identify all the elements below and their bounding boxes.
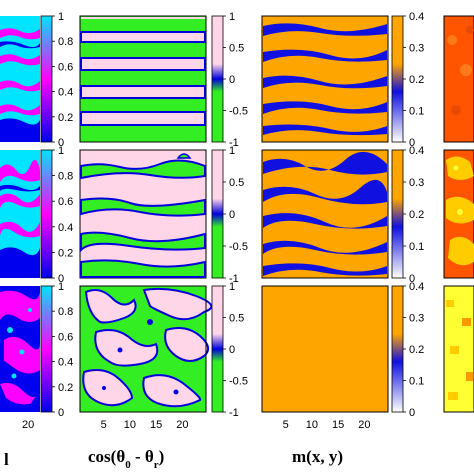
col3-colorbar-tick-label: 0 [409,273,415,285]
col3-x-tick-label: 10 [306,419,318,431]
col2-colorbar-tick-label: 0.5 [229,177,244,189]
col2-x-tick-label: 10 [124,419,136,431]
col2-panel-row3 [79,285,213,413]
col2-colorbar-tick-label: -1 [229,137,239,149]
col2-colorbar-tick-label: 0.5 [229,313,244,325]
col3-colorbar-tick-label: 0.3 [409,43,424,55]
col2-colorbar-tick-label: 0 [229,74,235,86]
col3-x-tick-label: 15 [332,419,344,431]
col2-x-tick-label: 15 [150,419,162,431]
col3-colorbar-tick-label: 0.4 [409,11,424,23]
col1-colorbar-tick-label: 0.6 [58,331,73,343]
col2-colorbar-tick-label: 0 [229,344,235,356]
col1-colorbar-tick-label: 0 [58,407,64,419]
col3-colorbar-tick-label: 0.2 [409,344,424,356]
col2-colorbar-tick-label: 1 [229,281,235,293]
col2-colorbar-tick-label: -0.5 [229,241,248,253]
col1-colorbar-tick-label: 1 [58,281,64,293]
col2-colorbar-tick-label: -1 [229,273,239,285]
col1-colorbar-tick-label: 1 [58,11,64,23]
col2-colorbar-tick-label: -0.5 [229,106,248,118]
col3-x-tick-label: 20 [358,419,370,431]
col1-colorbar-tick-label: 0.6 [58,61,73,73]
col2-panel-row2 [79,149,207,279]
col1-panel-row1 [0,16,40,142]
col2-panel-row1 [79,15,207,143]
col1-colorbar-tick-label: 0.8 [58,171,73,183]
col4-panel-row2 [443,149,474,279]
col3-panel-row1 [261,15,389,143]
col1-panel-row3 [0,286,40,412]
col3-colorbar-tick-label: 0.1 [409,376,424,388]
col1-colorbar-tick-label: 0.8 [58,36,73,48]
col1-colorbar-tick-label: 0 [58,137,64,149]
col1-colorbar-tick-label: 0.2 [58,247,73,259]
col1-xlabel: l [4,450,9,469]
col3-colorbar-tick-label: 0.2 [409,74,424,86]
col2-x-tick-label: 5 [101,419,107,431]
col1-colorbar-tick-label: 0.4 [58,357,73,369]
col2-colorbar-tick-label: 1 [229,11,235,23]
col3-colorbar-tick-label: 0.4 [409,145,424,157]
col2-colorbar-tick-label: 0.5 [229,43,244,55]
col3-colorbar-tick-label: 0.2 [409,209,424,221]
col2-colorbar-tick-label: 0 [229,209,235,221]
col3-panel-row3 [261,285,389,413]
col2-colorbar-tick-label: -0.5 [229,376,248,388]
col4-panel-row1 [443,15,474,143]
col2-colorbar-ticks: 10.50-0.5-110.50-0.5-110.50-0.5-1 [223,11,248,419]
col2-x-ticks: 5 10 15 20 [101,419,189,431]
col3-x-tick-label: 5 [283,419,289,431]
col1-colorbar-tick-label: 1 [58,145,64,157]
col2-colorbar-tick-label: 1 [229,145,235,157]
col1-colorbar-tick-label: 0 [58,273,64,285]
col3-colorbar-tick-label: 0.1 [409,241,424,253]
col3-xlabel: m(x, y) [292,447,343,466]
col4-panel-row3 [443,285,474,413]
col1-x-tick: 20 [22,419,34,431]
col1-colorbar-tick-label: 0.2 [58,112,73,124]
col3-x-ticks: 5 10 15 20 [283,419,371,431]
col3-colorbar-tick-label: 0.3 [409,177,424,189]
col1-colorbars [40,15,53,413]
col1-colorbar-tick-label: 0.2 [58,382,73,394]
col3-colorbar-tick-label: 0.3 [409,313,424,325]
col3-panel-row2 [261,149,389,279]
col2-xlabel: cos(θ0 - θr) [88,447,164,471]
col1-colorbar-tick-label: 0.4 [58,222,73,234]
col2-x-tick-label: 20 [176,419,188,431]
col1-colorbar-tick-label: 0.6 [58,196,73,208]
col3-colorbar-tick-label: 0 [409,137,415,149]
col3-colorbar-tick-label: 0.4 [409,281,424,293]
col3-colorbar-tick-label: 0.1 [409,106,424,118]
col2-colorbar-tick-label: -1 [229,407,239,419]
col3-colorbar-ticks: 0.40.30.20.100.40.30.20.100.40.30.20.10 [403,11,424,419]
col1-colorbar-tick-label: 0.4 [58,87,73,99]
col2-colorbars [211,15,224,413]
col3-colorbar-tick-label: 0 [409,407,415,419]
col1-panel-row2 [0,150,40,278]
col3-colorbars [391,15,404,413]
col1-colorbar-tick-label: 0.8 [58,306,73,318]
col1-colorbar-ticks: 10.80.60.40.2010.80.60.40.2010.80.60.40.… [52,11,73,419]
